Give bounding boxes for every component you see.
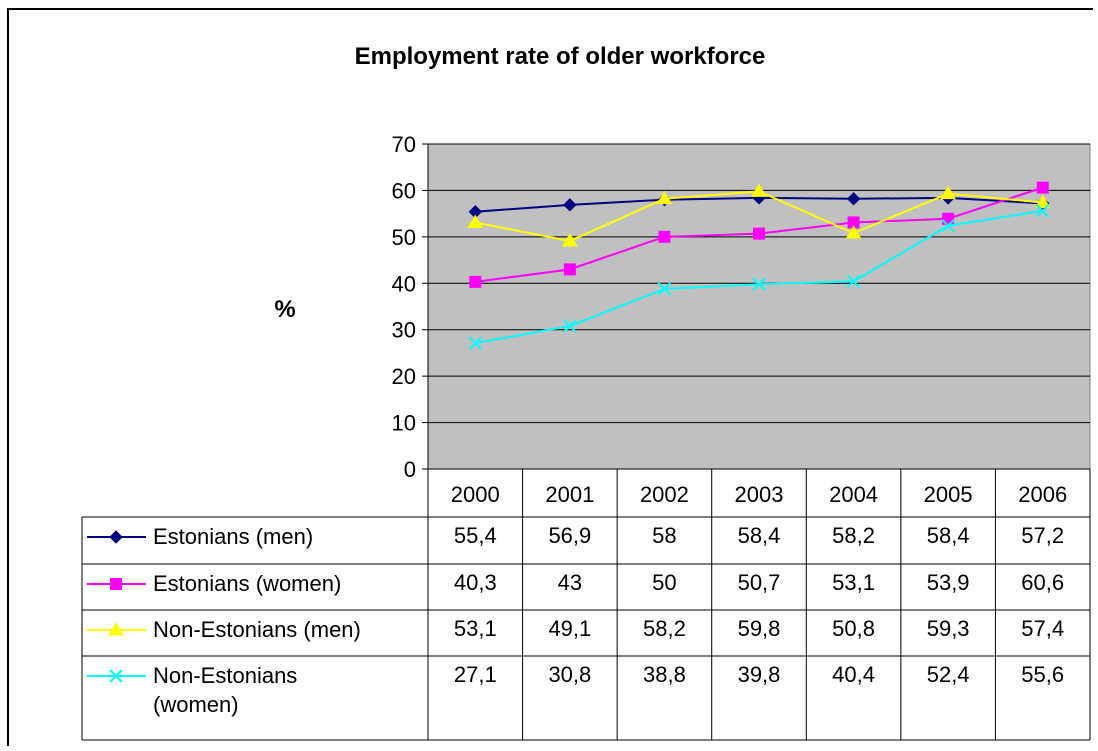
data-table-value: 43 (558, 570, 582, 595)
x-category-label: 2004 (829, 482, 878, 507)
data-table-value: 58,2 (643, 616, 686, 641)
legend-label: Estonians (men) (153, 524, 313, 549)
data-point (563, 263, 576, 276)
data-point (753, 227, 765, 240)
x-category-label: 2006 (1018, 482, 1067, 507)
y-tick-label: 40 (392, 271, 416, 296)
y-tick-label: 0 (404, 457, 416, 482)
data-table-value: 55,4 (454, 523, 497, 548)
data-point (110, 578, 122, 590)
data-table-value: 53,1 (454, 616, 497, 641)
data-table-value: 58 (652, 523, 676, 548)
data-table-value: 38,8 (643, 662, 686, 687)
data-table-value: 57,2 (1021, 523, 1064, 548)
data-table-value: 53,1 (832, 570, 875, 595)
data-point (751, 183, 767, 197)
data-table-value: 50,7 (738, 570, 781, 595)
data-point (752, 277, 766, 291)
data-point (1036, 204, 1050, 218)
data-point (941, 219, 955, 233)
data-point (846, 192, 861, 206)
data-table-value: 60,6 (1021, 570, 1064, 595)
plot-area: 0 10 20 30 40 50 60 70 (392, 132, 1091, 482)
data-point-stroke (657, 282, 672, 296)
y-tick-label: 20 (392, 364, 416, 389)
data-point (563, 198, 577, 212)
data-point (561, 233, 578, 247)
data-point-stroke (468, 336, 482, 350)
data-table-value: 59,8 (738, 616, 781, 641)
data-point (108, 622, 124, 636)
data-table-value: 58,4 (927, 523, 970, 548)
data-point (1034, 194, 1051, 208)
x-category-label: 2002 (640, 482, 689, 507)
data-table: 2000 2001 2002 2003 2004 2005 2006 Estonians (m… (81, 468, 1091, 741)
y-tick-label: 50 (392, 225, 416, 250)
data-point (468, 336, 482, 350)
data-point (656, 190, 673, 205)
data-point (942, 212, 955, 225)
data-point (940, 185, 957, 200)
data-table-value: 50,8 (832, 616, 875, 641)
y-tick-label: 70 (392, 132, 416, 157)
data-table-value: 27,1 (454, 662, 497, 687)
data-point (467, 214, 484, 228)
y-axis-label: % (274, 296, 295, 323)
x-category-label: 2001 (545, 482, 594, 507)
data-point-stroke (1036, 204, 1050, 218)
legend-label: (women) (153, 692, 239, 717)
x-category-label: 2005 (924, 482, 973, 507)
data-table-value: 52,4 (927, 662, 970, 687)
data-point (846, 274, 861, 289)
data-point-stroke (846, 274, 861, 289)
data-point (657, 282, 672, 296)
data-point (469, 275, 482, 288)
data-table-value: 55,6 (1021, 662, 1064, 687)
data-table-value: 53,9 (927, 570, 970, 595)
x-category-label: 2000 (451, 482, 500, 507)
x-category-label: 2003 (735, 482, 784, 507)
data-point-stroke (563, 319, 577, 333)
data-point (109, 530, 123, 544)
data-table-value: 58,4 (738, 523, 781, 548)
data-point-stroke (941, 219, 955, 233)
data-point (1036, 181, 1049, 194)
data-point (845, 225, 862, 239)
data-table-value: 59,3 (927, 616, 970, 641)
data-table-value: 50 (652, 570, 676, 595)
data-table-value: 57,4 (1021, 616, 1064, 641)
data-table-value: 39,8 (738, 662, 781, 687)
data-table-value: 58,2 (832, 523, 875, 548)
data-table-value: 56,9 (548, 523, 591, 548)
legend-label: Non-Estonians (153, 663, 297, 688)
data-point-stroke (752, 277, 766, 291)
data-table-value: 40,3 (454, 570, 497, 595)
data-point (563, 319, 577, 333)
data-point (109, 669, 123, 683)
data-table-value: 40,4 (832, 662, 875, 687)
y-tick-label: 10 (392, 411, 416, 436)
y-tick-label: 30 (392, 318, 416, 343)
data-point (658, 230, 671, 243)
legend-label: Non-Estonians (men) (153, 617, 361, 642)
legend-label: Estonians (women) (153, 571, 341, 596)
data-point-stroke (109, 669, 123, 683)
chart-title: Employment rate of older workforce (355, 43, 766, 70)
data-table-value: 49,1 (548, 616, 591, 641)
data-table-value: 30,8 (548, 662, 591, 687)
y-tick-label: 60 (392, 178, 416, 203)
